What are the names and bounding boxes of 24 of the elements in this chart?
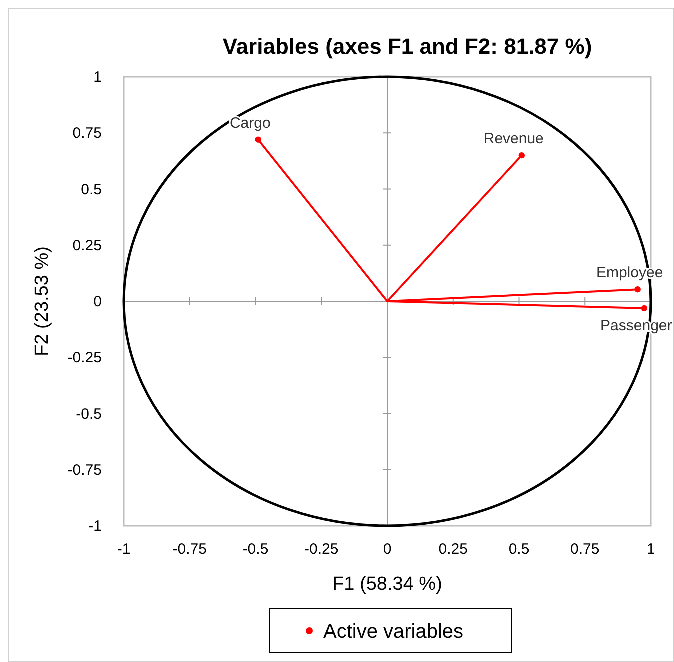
x-tick-label: 0.75 <box>570 541 600 558</box>
x-tick-label: -0.25 <box>304 541 339 558</box>
y-tick-label: -0.5 <box>76 406 102 423</box>
y-tick-label: 1 <box>94 69 102 86</box>
y-tick-label: -1 <box>88 518 102 535</box>
y-tick-label: 0.5 <box>81 181 102 198</box>
annotation: Cargo <box>230 114 271 132</box>
legend-label: Active variables <box>324 621 464 643</box>
x-tick-label: 1 <box>646 541 656 558</box>
chart-title: Variables (axes F1 and F2: 81.87 %) <box>222 34 592 59</box>
x-tick-label: -0.5 <box>242 541 269 558</box>
y-tick-label: 0.75 <box>72 125 102 142</box>
x-tick-label: -1 <box>117 541 131 558</box>
x-tick-label: 0.25 <box>438 541 468 558</box>
x-tick-label: -0.75 <box>172 541 207 558</box>
y-tick-label: -0.75 <box>68 462 102 479</box>
x-axis-title: F1 (58.34 %) <box>332 574 442 595</box>
y-axis-title: F2 (23.53 %) <box>32 246 53 356</box>
y-tick-label: 0.25 <box>72 237 102 254</box>
x-tick-label: 0 <box>383 541 392 558</box>
y-tick-label: 0 <box>94 294 102 310</box>
y-tick-label: -0.25 <box>68 350 102 367</box>
x-tick-label: 0.5 <box>508 541 530 558</box>
annotation: Revenue <box>484 130 544 148</box>
